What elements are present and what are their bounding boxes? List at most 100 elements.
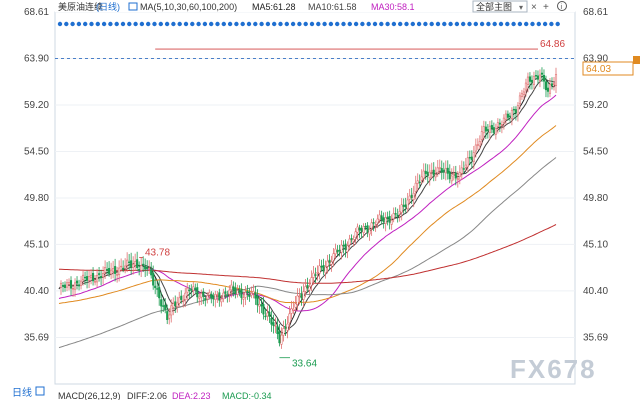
candle-body <box>360 227 363 232</box>
candle-body <box>222 292 225 300</box>
candle-body <box>300 293 303 299</box>
event-marker <box>297 21 302 27</box>
candle-body <box>146 267 149 270</box>
event-marker <box>284 21 289 27</box>
event-marker <box>536 21 541 27</box>
candle-body <box>328 259 331 263</box>
footer-period[interactable]: 日线 <box>12 386 32 399</box>
candle-body <box>224 291 227 294</box>
candle-body <box>504 113 507 120</box>
candle-body <box>470 156 473 160</box>
event-marker <box>57 21 63 27</box>
candle-body <box>102 272 105 278</box>
candle-body <box>290 308 293 314</box>
candle-body <box>454 173 457 179</box>
square-icon[interactable] <box>128 2 138 11</box>
event-marker <box>416 21 422 27</box>
candle-body <box>388 216 391 223</box>
candle-body <box>65 282 69 288</box>
candle-body <box>366 225 369 233</box>
candle-body <box>456 178 459 181</box>
event-marker <box>76 21 82 27</box>
macd-dea: DEA:2.23 <box>172 391 211 400</box>
y-axis-ticks: 68.61 68.61 63.90 63.90 59.20 59.20 54.50 54.50… <box>24 7 608 343</box>
candle-body <box>140 265 143 271</box>
candle-body <box>382 217 385 223</box>
candle-body <box>412 192 415 200</box>
candle-body <box>252 291 255 294</box>
event-marker <box>70 21 75 27</box>
candle-body <box>424 170 427 174</box>
candle-body <box>110 269 113 275</box>
event-marker <box>101 21 107 27</box>
candle-body <box>136 259 139 269</box>
event-marker <box>272 21 277 27</box>
candle-body <box>436 167 439 174</box>
candle-body <box>69 280 73 289</box>
candle-body <box>144 266 147 270</box>
candle-body <box>398 211 401 215</box>
event-marker <box>190 21 195 27</box>
event-marker <box>517 21 523 27</box>
candle-body <box>77 284 81 287</box>
event-marker <box>164 21 170 27</box>
event-marker <box>429 21 434 27</box>
event-marker <box>498 21 504 27</box>
candle-body <box>86 276 89 281</box>
candle-body <box>442 170 445 172</box>
candle-body <box>536 75 540 80</box>
close-icon[interactable]: × <box>531 2 537 13</box>
candle-body <box>73 282 77 290</box>
candle-body <box>390 220 393 225</box>
y-tick-right: 59.20 <box>583 100 608 111</box>
price-tag: 64.03 <box>586 64 611 75</box>
candle-body <box>406 199 409 210</box>
candle-body <box>306 284 309 289</box>
info-icon[interactable] <box>557 1 567 11</box>
event-marker <box>316 21 321 27</box>
candle-body <box>84 276 87 279</box>
period-label[interactable]: (日线) <box>96 1 120 12</box>
candle-body <box>216 294 219 296</box>
y-tick-left: 45.10 <box>24 239 49 250</box>
square-icon[interactable] <box>35 386 45 396</box>
event-marker <box>120 21 126 27</box>
chart-select-dropdown[interactable] <box>472 0 528 13</box>
candle-body <box>176 302 179 308</box>
moving-average-lines <box>58 75 557 349</box>
event-marker <box>253 21 258 27</box>
candle-body <box>380 215 383 220</box>
event-marker <box>492 21 497 27</box>
event-marker-row[interactable] <box>57 21 560 27</box>
candle-body <box>506 113 509 118</box>
candle-body <box>384 217 387 224</box>
candle-body <box>166 311 169 320</box>
candle-body <box>242 297 245 300</box>
candle-body <box>81 274 85 281</box>
candle-body <box>496 122 499 127</box>
candle-body <box>552 83 556 85</box>
event-marker <box>290 21 296 27</box>
y-tick-left: 59.20 <box>24 100 49 111</box>
candle-body <box>362 226 365 233</box>
grid <box>55 11 575 338</box>
candle-body <box>378 214 381 221</box>
candle-body <box>514 109 517 113</box>
candle-body <box>67 282 71 285</box>
candle-body <box>104 267 107 273</box>
candle-body <box>234 287 237 294</box>
candle-body <box>196 287 199 298</box>
candle-body <box>400 204 403 213</box>
candle-body <box>416 180 419 184</box>
candle-body <box>61 285 65 287</box>
candle-body <box>200 293 203 298</box>
candle-body <box>214 294 217 300</box>
candle-body <box>386 216 389 219</box>
candle-body <box>480 131 483 140</box>
candle-body <box>220 298 223 303</box>
plus-icon[interactable]: + <box>543 2 549 13</box>
y-tick-left: 68.61 <box>24 7 49 18</box>
candle-body <box>526 76 529 85</box>
